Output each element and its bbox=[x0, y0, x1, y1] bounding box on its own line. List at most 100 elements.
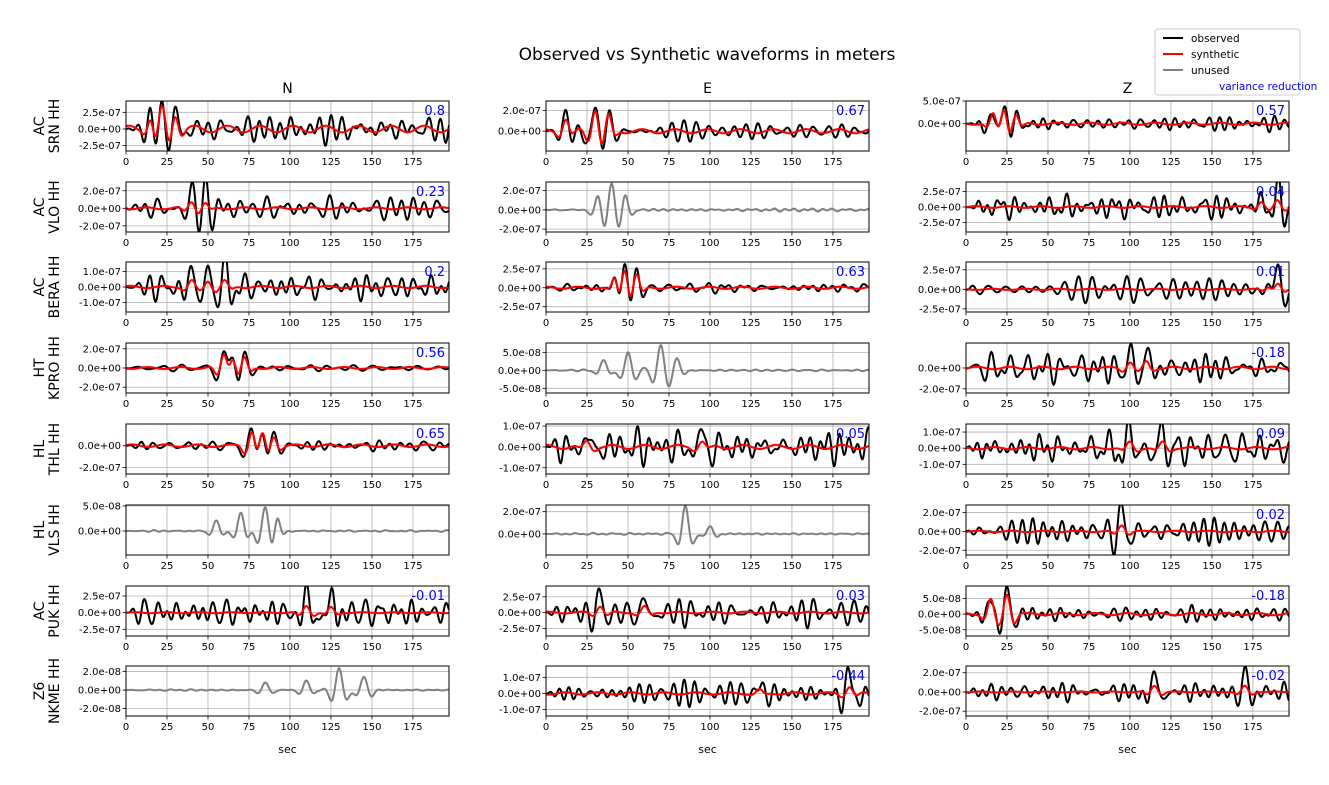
y-tick-label: -1.0e-07 bbox=[499, 463, 541, 474]
synthetic-trace bbox=[546, 269, 869, 297]
y-tick-label: 5.0e-08 bbox=[503, 348, 541, 359]
x-tick-label: 150 bbox=[1202, 642, 1221, 653]
waveform-panel: 0 25 50 75 100 125 150 175 -2.0e-07 0.0e+00 2.0e-0… bbox=[918, 665, 1290, 756]
x-tick-label: 50 bbox=[622, 157, 635, 168]
x-tick-label: 150 bbox=[362, 561, 381, 572]
x-tick-label: 175 bbox=[403, 157, 422, 168]
y-tick-label: -2.5e-07 bbox=[919, 304, 961, 315]
x-tick-label: 25 bbox=[161, 642, 174, 653]
synthetic-trace bbox=[126, 353, 449, 376]
x-tick-label: 100 bbox=[1120, 399, 1139, 410]
y-tick-label: -2.5e-07 bbox=[79, 625, 121, 636]
synthetic-trace bbox=[546, 604, 869, 617]
x-tick-label: 50 bbox=[622, 480, 635, 491]
x-tick-label: 100 bbox=[700, 238, 719, 249]
x-tick-label: 25 bbox=[581, 399, 594, 410]
panel-frame bbox=[965, 423, 1290, 475]
x-tick-label: 175 bbox=[403, 318, 422, 329]
x-tick-label: 150 bbox=[1202, 399, 1221, 410]
x-tick-label: 125 bbox=[741, 722, 760, 733]
x-tick-label: 0 bbox=[543, 722, 549, 733]
variance-reduction-label: 0.8 bbox=[424, 104, 445, 119]
station-name-label: PUK HH bbox=[47, 584, 63, 637]
unused-trace bbox=[546, 344, 869, 388]
x-tick-label: 0 bbox=[123, 238, 129, 249]
synthetic-trace bbox=[126, 278, 449, 293]
x-tick-label: 50 bbox=[202, 157, 215, 168]
x-tick-label: 100 bbox=[700, 561, 719, 572]
y-tick-label: 0.0e+00 bbox=[498, 205, 541, 216]
y-tick-label: 0.0e+00 bbox=[498, 283, 541, 294]
observed-trace bbox=[966, 586, 1289, 635]
x-tick-label: 100 bbox=[280, 399, 299, 410]
x-tick-label: 100 bbox=[1120, 561, 1139, 572]
x-tick-label: 0 bbox=[123, 157, 129, 168]
x-tick-label: 75 bbox=[1083, 399, 1096, 410]
y-tick-label: 2.0e-07 bbox=[923, 508, 961, 519]
x-tick-label: 0 bbox=[123, 722, 129, 733]
y-tick-label: 0.0e+00 bbox=[918, 610, 961, 621]
x-tick-label: 175 bbox=[403, 399, 422, 410]
x-tick-label: 25 bbox=[161, 722, 174, 733]
variance-reduction-label: 0.67 bbox=[836, 104, 865, 119]
x-tick-label: 25 bbox=[161, 480, 174, 491]
x-tick-label: 25 bbox=[1001, 318, 1014, 329]
y-tick-label: -2.5e-07 bbox=[919, 218, 961, 229]
panel-frame bbox=[965, 261, 1290, 313]
x-tick-label: 75 bbox=[243, 561, 256, 572]
x-tick-label: 50 bbox=[1042, 157, 1055, 168]
x-tick-label: 150 bbox=[1202, 318, 1221, 329]
x-tick-label: 50 bbox=[622, 399, 635, 410]
waveform-panel: 0 25 50 75 100 125 150 175 0.0e+00 5.0e-07 0.57 bbox=[918, 97, 1290, 168]
x-tick-label: 125 bbox=[321, 399, 340, 410]
y-tick-label: 0.0e+00 bbox=[78, 364, 121, 375]
panel-frame bbox=[545, 100, 870, 152]
x-tick-label: 175 bbox=[403, 480, 422, 491]
x-tick-label: 50 bbox=[202, 238, 215, 249]
x-tick-label: 150 bbox=[782, 561, 801, 572]
unused-trace bbox=[126, 667, 449, 702]
column-title: N bbox=[282, 81, 292, 97]
panel-frame bbox=[545, 585, 870, 637]
y-tick-label: 2.0e-07 bbox=[503, 106, 541, 117]
station-name-label: NKME HH bbox=[47, 658, 63, 724]
x-tick-label: 50 bbox=[1042, 722, 1055, 733]
waveform-panel: 0 25 50 75 100 125 150 175 -5.0e-08 0.0e+00 5.0e-0… bbox=[918, 585, 1290, 653]
observed-trace bbox=[966, 424, 1289, 468]
x-tick-label: 125 bbox=[321, 480, 340, 491]
synthetic-trace bbox=[966, 360, 1289, 373]
x-tick-label: 125 bbox=[321, 642, 340, 653]
variance-reduction-label: 0.01 bbox=[1256, 265, 1285, 280]
x-tick-label: 50 bbox=[1042, 399, 1055, 410]
y-tick-label: -1.0e-07 bbox=[79, 298, 121, 309]
x-tick-label: 25 bbox=[581, 642, 594, 653]
station-network-label: AC bbox=[32, 277, 48, 296]
x-tick-label: 150 bbox=[1202, 157, 1221, 168]
x-tick-label: 75 bbox=[243, 642, 256, 653]
x-tick-label: 150 bbox=[782, 399, 801, 410]
y-tick-label: -2.0e-07 bbox=[79, 383, 121, 394]
x-tick-label: 125 bbox=[321, 722, 340, 733]
x-axis-label: sec bbox=[1118, 743, 1137, 756]
legend-label: variance reduction bbox=[1219, 81, 1317, 93]
observed-trace bbox=[546, 666, 869, 715]
x-tick-label: 175 bbox=[403, 238, 422, 249]
x-tick-label: 25 bbox=[161, 157, 174, 168]
waveform-panel: 0 25 50 75 100 125 150 175 -2.0e-07 0.0e+00 2.0e-0… bbox=[918, 504, 1290, 572]
station-name-label: BERA HH bbox=[47, 256, 63, 319]
observed-trace bbox=[126, 182, 449, 232]
x-tick-label: 100 bbox=[700, 399, 719, 410]
y-tick-label: -2.0e-07 bbox=[919, 707, 961, 718]
y-tick-label: -2.0e-08 bbox=[79, 704, 121, 715]
x-tick-label: 175 bbox=[823, 480, 842, 491]
x-tick-label: 50 bbox=[622, 642, 635, 653]
x-tick-label: 125 bbox=[741, 561, 760, 572]
x-tick-label: 125 bbox=[1161, 399, 1180, 410]
station-network-label: Z6 bbox=[32, 682, 48, 701]
x-tick-label: 175 bbox=[823, 157, 842, 168]
y-tick-label: 2.0e-07 bbox=[83, 186, 121, 197]
panel-frame bbox=[965, 504, 1290, 556]
unused-trace bbox=[126, 506, 449, 545]
panel-frame bbox=[125, 504, 450, 556]
y-tick-label: 0.0e+00 bbox=[498, 127, 541, 138]
